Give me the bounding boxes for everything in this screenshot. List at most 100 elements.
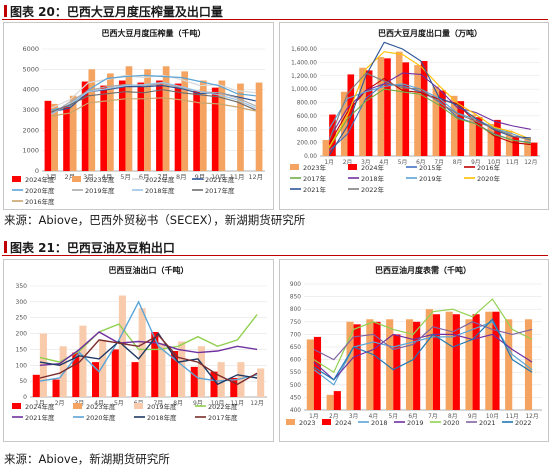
chart-title: 巴西大豆月度压榨量（千吨） [102,28,206,38]
bar [366,319,374,410]
legend-label: 2017年度 [208,413,238,422]
x-tick-label: 6月 [408,413,418,420]
y-tick-label: 150 [16,346,28,353]
y-tick-label: 850 [290,295,301,301]
bar [457,101,465,156]
bar [465,319,473,410]
bar [144,69,151,171]
bar [181,71,189,171]
title-marker [4,241,7,253]
y-tick-label: 0 [23,394,27,401]
y-tick-label: 300 [16,299,28,306]
series-line [313,321,533,361]
legend-swatch [12,176,21,182]
x-tick-label: 11月 [506,159,519,166]
y-tick-label: 450 [290,395,301,401]
figure-20-title: 图表 20：巴西大豆月度压榨量及出口量 [4,3,223,20]
y-tick-label: 6000 [22,45,39,53]
bar [79,325,87,397]
legend-swatch [72,176,81,182]
y-tick-label: 200 [16,331,28,338]
series-line [51,97,256,117]
bar [432,314,441,410]
bar [359,67,366,156]
legend-label: 2015年 [419,163,443,172]
x-tick-label: 4月 [102,173,113,181]
bar [211,87,219,171]
bar [306,339,314,410]
bar [353,324,361,410]
series-line [328,72,531,141]
legend-label: 2018年 [361,174,385,183]
chart-title: 巴西大豆月度出口量（万吨） [378,28,482,38]
legend-label: 2016年度 [25,197,55,206]
figure-20-title-text: 图表 20：巴西大豆月度压榨量及出口量 [10,5,223,19]
legend-label: 2023年度 [85,175,115,184]
y-tick-label: 250 [16,315,28,322]
bar [439,90,446,156]
legend-label: 2020 [443,419,460,427]
legend-label: 2024年 [361,163,385,172]
x-tick-label: 7月 [428,413,438,420]
bar [384,58,391,156]
legend-swatch [12,403,21,409]
bar [237,83,244,171]
x-tick-label: 12月 [524,159,537,166]
y-tick-label: 900 [290,282,301,288]
x-tick-label: 10月 [211,400,225,407]
bar [81,81,89,171]
bar [72,352,80,397]
bar [469,114,476,156]
y-tick-label: 200.00 [297,141,318,147]
series-line [50,82,256,115]
legend-swatch [322,419,331,425]
x-tick-label: 9月 [471,159,481,166]
bar [193,90,200,171]
chart-panel-oilmeal: 巴西豆油出口（千吨）0501001502002503003501月2月3月4月5… [3,259,274,442]
x-tick-label: 11月 [231,400,245,407]
x-tick-label: 11月 [230,173,245,181]
x-tick-label: 4月 [369,413,379,420]
bar [178,341,186,397]
y-tick-label: 400.00 [297,127,318,133]
series-line [328,83,531,142]
bar [255,82,263,171]
legend-label: 2020年 [477,174,501,183]
bar [99,339,107,397]
bar [162,66,170,171]
bar [32,374,40,397]
bar [158,343,166,397]
x-tick-label: 7月 [157,173,168,181]
legend-label: 2018 [371,419,388,427]
bar [505,130,513,156]
bar [257,368,265,397]
chart-panel-crush: 巴西大豆月度压榨量（千吨） 0 1000 2000 3000 4000 5000 6000 1月… [3,22,274,210]
y-tick-label: 600.00 [297,114,318,120]
x-tick-label: 5月 [114,400,124,407]
bar [524,137,531,156]
legend-label: 2021年度 [205,175,235,184]
bar [386,319,394,410]
bar [333,391,341,410]
legend-label: 2023年 [303,163,327,172]
bar [329,114,336,156]
bar [322,139,330,156]
y-tick-label: 500 [290,383,301,389]
bar [530,142,538,156]
y-tick-label: 1,000.00 [291,87,317,93]
y-tick-label: 750 [290,320,301,326]
oil-demand-chart: 巴西豆油月度表需（千吨） 400 450 500 550 600 650 700 750 800 8… [286,265,542,427]
bar [472,314,480,410]
x-tick-label: 1月 [35,400,45,407]
series-line [51,89,256,113]
x-tick-label: 4月 [94,400,104,407]
legend-label: 2023 [299,419,316,427]
bar [393,334,401,410]
bar [402,62,410,156]
legend-label: 2019年度 [147,402,177,411]
y-tick-label: 650 [290,345,301,351]
x-tick-label: 8月 [176,173,187,181]
bar [487,123,495,156]
legend-label: 2022年度 [145,175,175,184]
x-tick-label: 7月 [434,159,444,166]
